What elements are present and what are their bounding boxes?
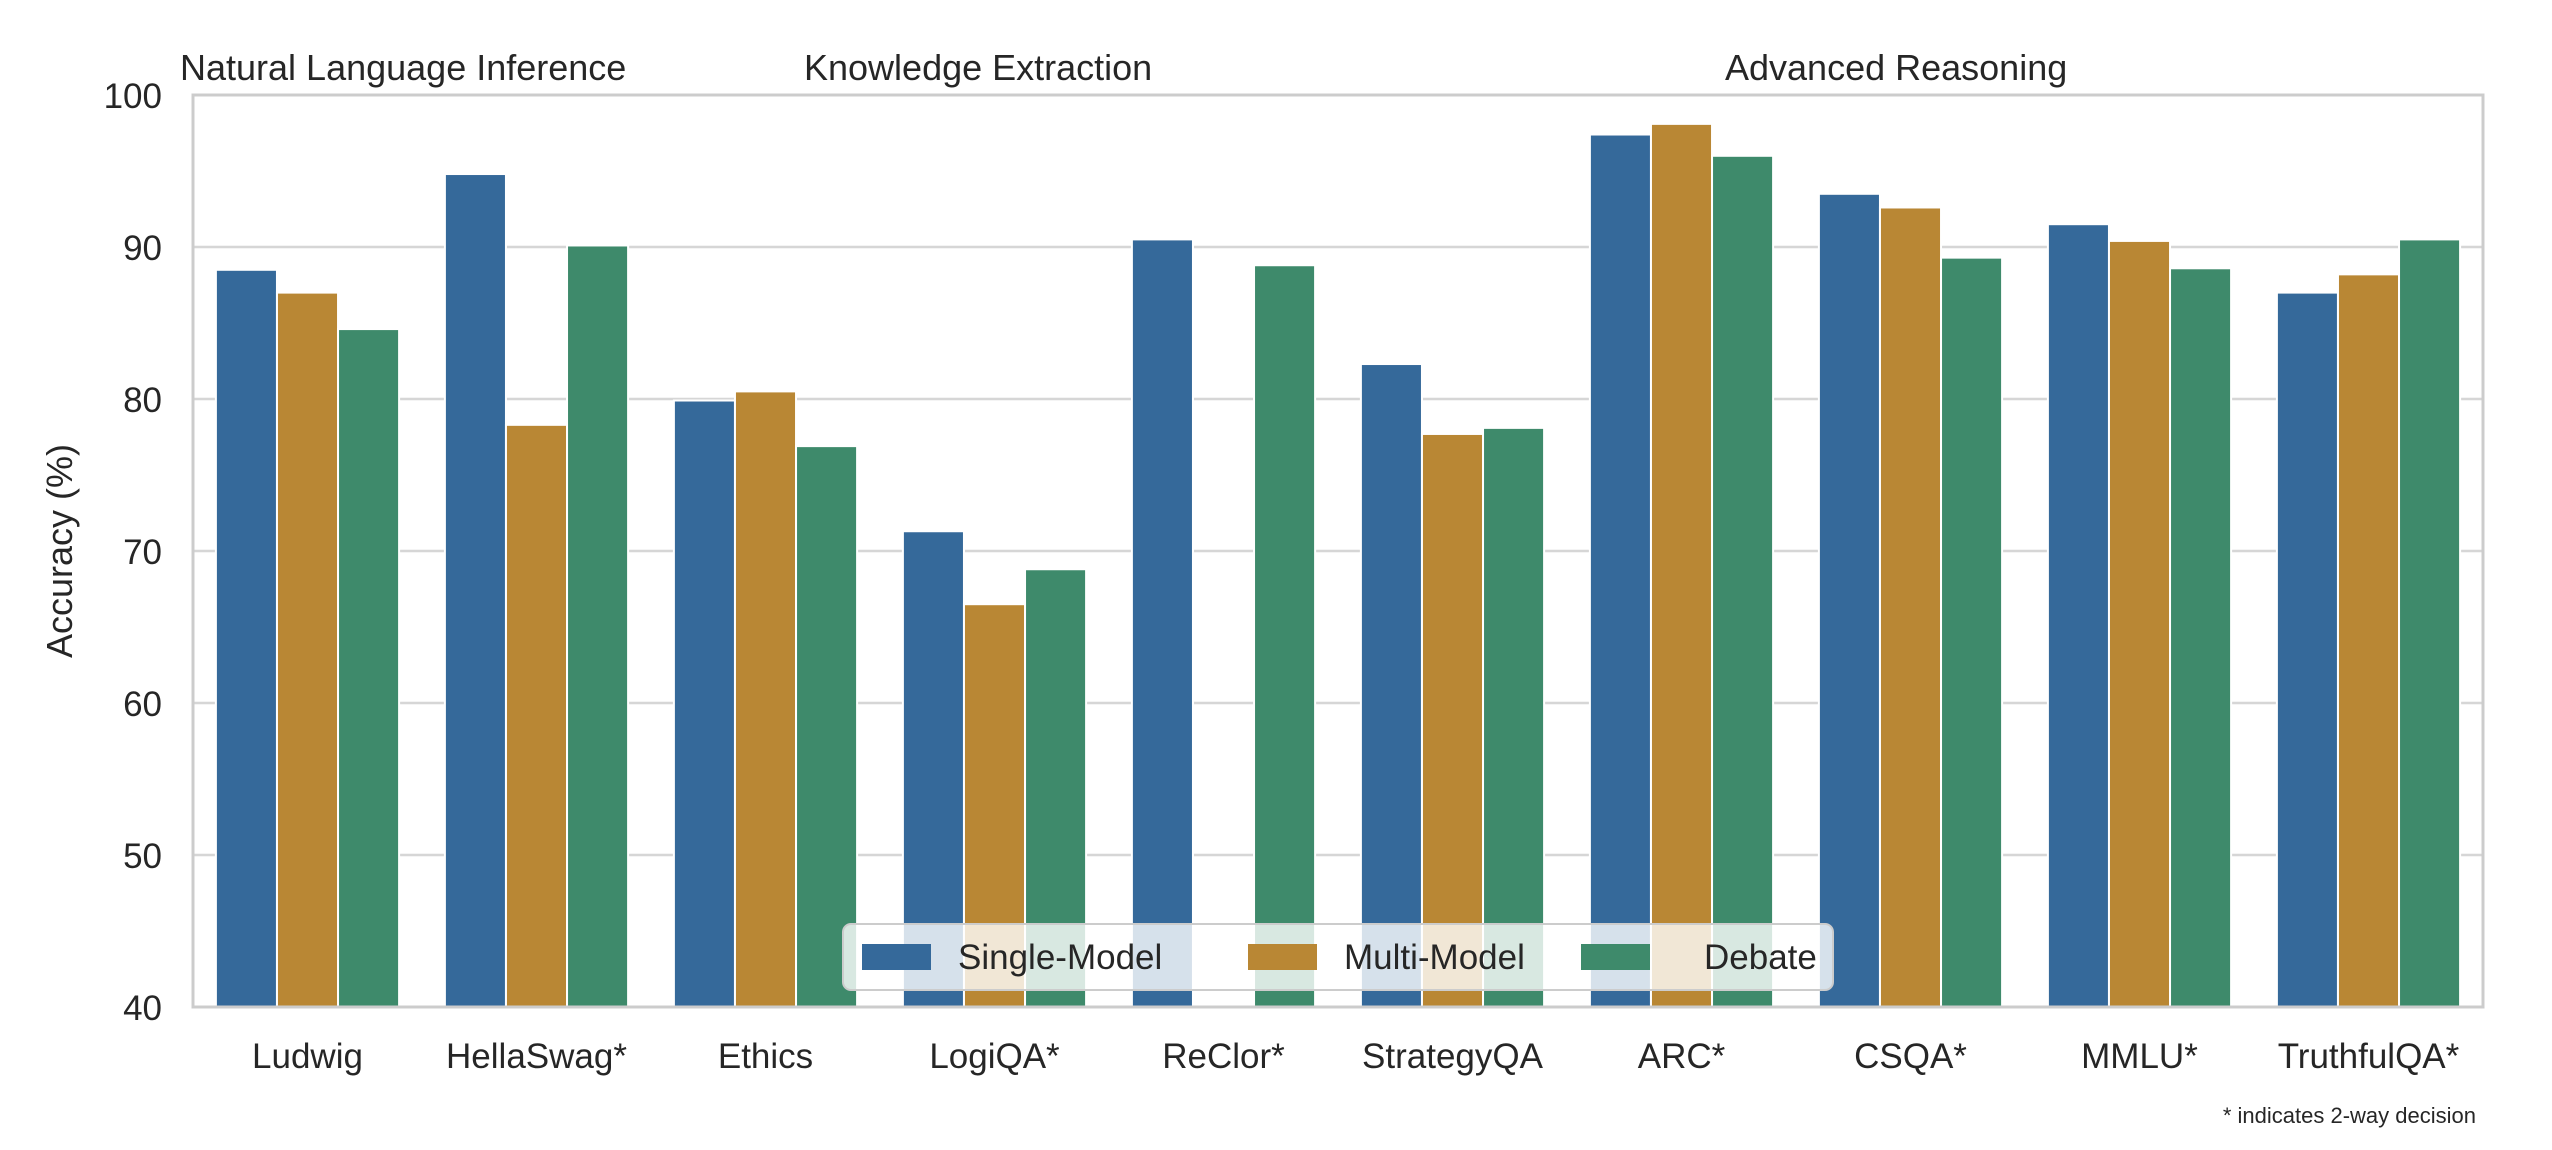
bar-truthfulqa-debate xyxy=(2398,238,2462,1008)
x-tick-label-logiqa: LogiQA* xyxy=(929,1037,1060,1076)
bar-hellaswag-single-model xyxy=(443,173,507,1009)
x-tick-label-truthfulqa: TruthfulQA* xyxy=(2278,1037,2460,1076)
x-tick-label-hellaswag: HellaSwag* xyxy=(446,1037,627,1076)
legend-label-single-model: Single-Model xyxy=(958,938,1162,977)
legend-label-multi-model: Multi-Model xyxy=(1344,938,1525,977)
bars xyxy=(214,122,2462,1009)
group-label-knowledge: Knowledge Extraction xyxy=(804,47,1152,88)
group-label-reasoning: Advanced Reasoning xyxy=(1725,47,2067,88)
bar-ethics-single-model xyxy=(672,399,736,1008)
x-tick-label-csqa: CSQA* xyxy=(1854,1037,1967,1076)
bar-csqa-single-model xyxy=(1817,192,1881,1009)
bar-truthfulqa-multi-model xyxy=(2336,273,2401,1008)
y-tick-label-50: 50 xyxy=(123,837,162,876)
bar-mmlu-multi-model xyxy=(2107,239,2172,1009)
legend: Single-Model Multi-Model Debate xyxy=(842,923,1834,991)
bar-csqa-debate xyxy=(1940,256,2004,1008)
bar-reclor-debate xyxy=(1253,264,1317,1008)
bar-truthfulqa-single-model xyxy=(2275,291,2339,1009)
y-tick-label-70: 70 xyxy=(123,533,162,572)
y-tick-labels: 40 50 60 70 80 90 100 xyxy=(104,77,162,1028)
y-tick-label-40: 40 xyxy=(123,989,162,1028)
bar-mmlu-debate xyxy=(2169,267,2233,1008)
x-tick-label-ludwig: Ludwig xyxy=(252,1037,363,1076)
x-tick-label-mmlu: MMLU* xyxy=(2081,1037,2198,1076)
bar-mmlu-single-model xyxy=(2046,223,2110,1008)
y-tick-label-100: 100 xyxy=(104,77,162,116)
legend-label-debate: Debate xyxy=(1704,938,1817,977)
bar-arc-single-model xyxy=(1588,133,1652,1008)
y-tick-label-80: 80 xyxy=(123,381,162,420)
plot-frame xyxy=(191,93,2485,1009)
y-axis-label: Accuracy (%) xyxy=(39,444,80,658)
bar-ethics-debate xyxy=(795,445,859,1008)
x-tick-label-strategyqa: StrategyQA xyxy=(1362,1037,1544,1076)
bar-reclor-single-model xyxy=(1130,238,1194,1008)
bar-arc-multi-model xyxy=(1649,122,1714,1008)
bar-strategyqa-multi-model xyxy=(1420,432,1485,1008)
footnote: * indicates 2-way decision xyxy=(2223,1103,2476,1128)
y-tick-label-60: 60 xyxy=(123,685,162,724)
bar-strategyqa-debate xyxy=(1482,426,1546,1008)
group-label-nli: Natural Language Inference xyxy=(180,47,626,88)
bar-ludwig-multi-model xyxy=(275,291,340,1009)
bar-strategyqa-single-model xyxy=(1359,363,1423,1009)
x-tick-label-ethics: Ethics xyxy=(718,1037,813,1076)
bar-arc-debate xyxy=(1711,154,1775,1009)
bar-ethics-multi-model xyxy=(733,390,798,1008)
x-tick-labels: Ludwig HellaSwag* Ethics LogiQA* ReClor* Stra… xyxy=(252,1037,2460,1076)
bar-hellaswag-multi-model xyxy=(504,423,569,1008)
y-tick-label-90: 90 xyxy=(123,229,162,268)
bar-hellaswag-debate xyxy=(566,244,630,1009)
legend-swatch-single-model xyxy=(862,944,931,970)
legend-box xyxy=(842,923,1834,991)
x-tick-label-arc: ARC* xyxy=(1638,1037,1726,1076)
legend-swatch-multi-model xyxy=(1248,944,1317,970)
bar-ludwig-single-model xyxy=(214,268,278,1008)
bar-ludwig-debate xyxy=(337,328,401,1008)
x-tick-label-reclor: ReClor* xyxy=(1162,1037,1285,1076)
legend-swatch-debate xyxy=(1581,944,1650,970)
bar-csqa-multi-model xyxy=(1878,206,1943,1009)
